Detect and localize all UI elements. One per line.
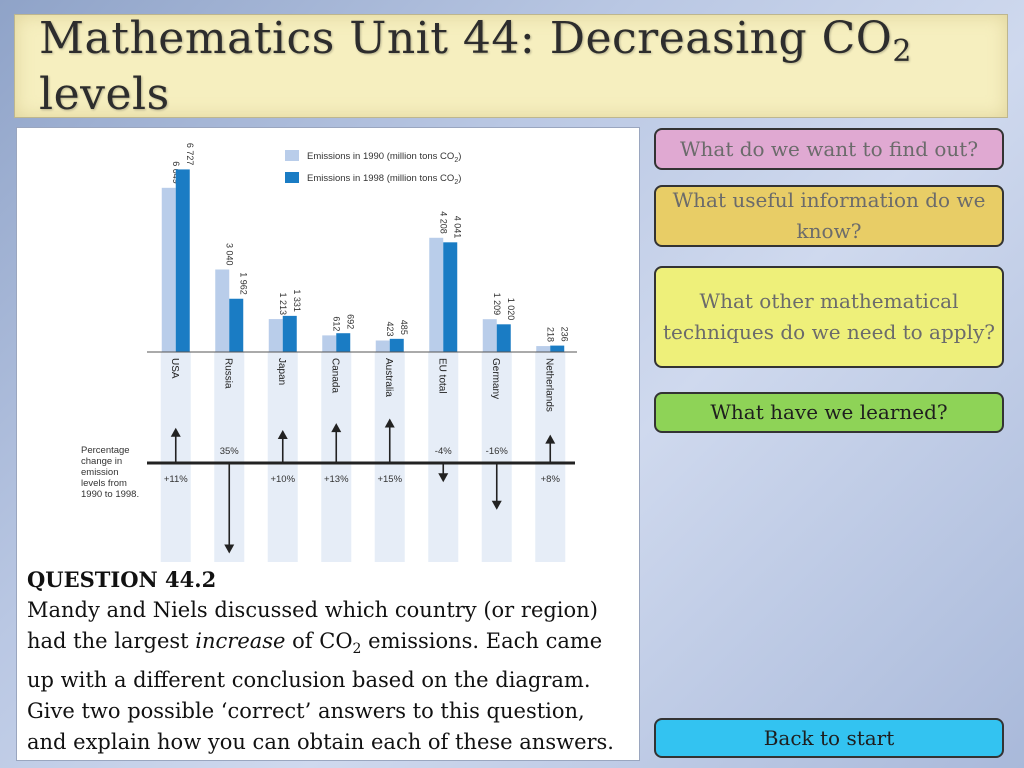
percent-label: +10% <box>270 474 295 485</box>
bar <box>322 335 337 352</box>
legend-swatch <box>285 172 299 183</box>
percent-label: -4% <box>435 446 452 457</box>
techniques-button[interactable]: What other mathematical techniques do we… <box>654 266 1004 368</box>
percent-arrow-head <box>170 427 181 437</box>
percent-label: +11% <box>164 474 188 485</box>
legend-label: Emissions in 1998 (million tons CO2) <box>307 173 461 186</box>
title-bar: Mathematics Unit 44: Decreasing CO2 leve… <box>14 12 1008 120</box>
percent-label: +15% <box>377 474 402 485</box>
data-label: 423 <box>385 321 395 336</box>
percent-arrow-head <box>438 473 449 483</box>
question-body: Mandy and Niels discussed which country … <box>27 598 614 755</box>
percent-axis-label: change in <box>81 456 122 467</box>
bar <box>482 319 497 352</box>
data-label: 1 962 <box>238 272 248 295</box>
bar <box>429 237 444 352</box>
data-label: 1 020 <box>506 298 516 321</box>
find-out-button[interactable]: What do we want to find out? <box>654 128 1004 170</box>
data-label: 485 <box>399 320 409 335</box>
question-title: QUESTION 44.2 <box>27 567 217 592</box>
data-label: 3 040 <box>224 243 234 266</box>
bar <box>336 333 351 352</box>
back-to-start-button[interactable]: Back to start <box>654 718 1004 758</box>
bar <box>161 187 176 352</box>
data-label: 692 <box>345 314 355 329</box>
percent-arrow-head <box>277 430 288 439</box>
data-label: 1 331 <box>292 289 302 312</box>
bar <box>215 269 230 352</box>
page-title: Mathematics Unit 44: Decreasing CO2 leve… <box>39 12 912 120</box>
category-label: Canada <box>329 358 340 393</box>
percent-label: +13% <box>324 474 349 485</box>
data-label: 4 208 <box>438 211 448 234</box>
category-label: Netherlands <box>543 358 554 412</box>
percent-axis-label: levels from <box>81 478 127 489</box>
useful-info-button[interactable]: What useful information do we know? <box>654 185 1004 247</box>
bar <box>443 242 458 352</box>
percent-label: -16% <box>486 446 509 457</box>
category-label: Russia <box>222 358 233 389</box>
bar <box>536 346 551 352</box>
percent-label: +8% <box>541 474 561 485</box>
bar <box>375 340 390 352</box>
percent-axis-label: 1990 to 1998. <box>81 489 139 500</box>
data-label: 6 727 <box>185 143 195 166</box>
category-label: Germany <box>490 358 501 399</box>
bar <box>268 319 283 352</box>
percent-arrow-head <box>545 434 556 444</box>
data-label: 612 <box>331 316 341 331</box>
data-label: 1 213 <box>278 293 288 316</box>
bar <box>550 345 565 352</box>
column-background <box>428 352 459 562</box>
percent-axis-label: emission <box>81 467 119 478</box>
question-text: QUESTION 44.2 Mandy and Niels discussed … <box>27 564 627 758</box>
bar <box>496 324 511 352</box>
bar <box>229 298 244 352</box>
data-label: 4 041 <box>452 216 462 239</box>
data-label: 218 <box>545 327 555 342</box>
category-label: EU total <box>436 358 447 394</box>
legend-swatch <box>285 150 299 161</box>
percent-label: 35% <box>220 446 240 457</box>
category-label: Japan <box>276 358 287 385</box>
data-label: 236 <box>559 327 569 342</box>
percent-arrow-head <box>384 418 395 428</box>
data-label: 1 209 <box>492 293 502 316</box>
bar <box>175 169 190 352</box>
bar <box>389 338 404 352</box>
bar <box>282 315 297 352</box>
legend-label: Emissions in 1990 (million tons CO2) <box>307 151 461 164</box>
percent-axis-label: Percentage <box>81 445 130 456</box>
percent-arrow-head <box>331 423 342 433</box>
learned-button[interactable]: What have we learned? <box>654 392 1004 433</box>
category-label: Australia <box>383 358 394 397</box>
category-label: USA <box>169 358 180 379</box>
column-background <box>481 352 512 562</box>
percent-arrow-head <box>224 544 235 554</box>
percent-arrow-head <box>491 500 502 510</box>
